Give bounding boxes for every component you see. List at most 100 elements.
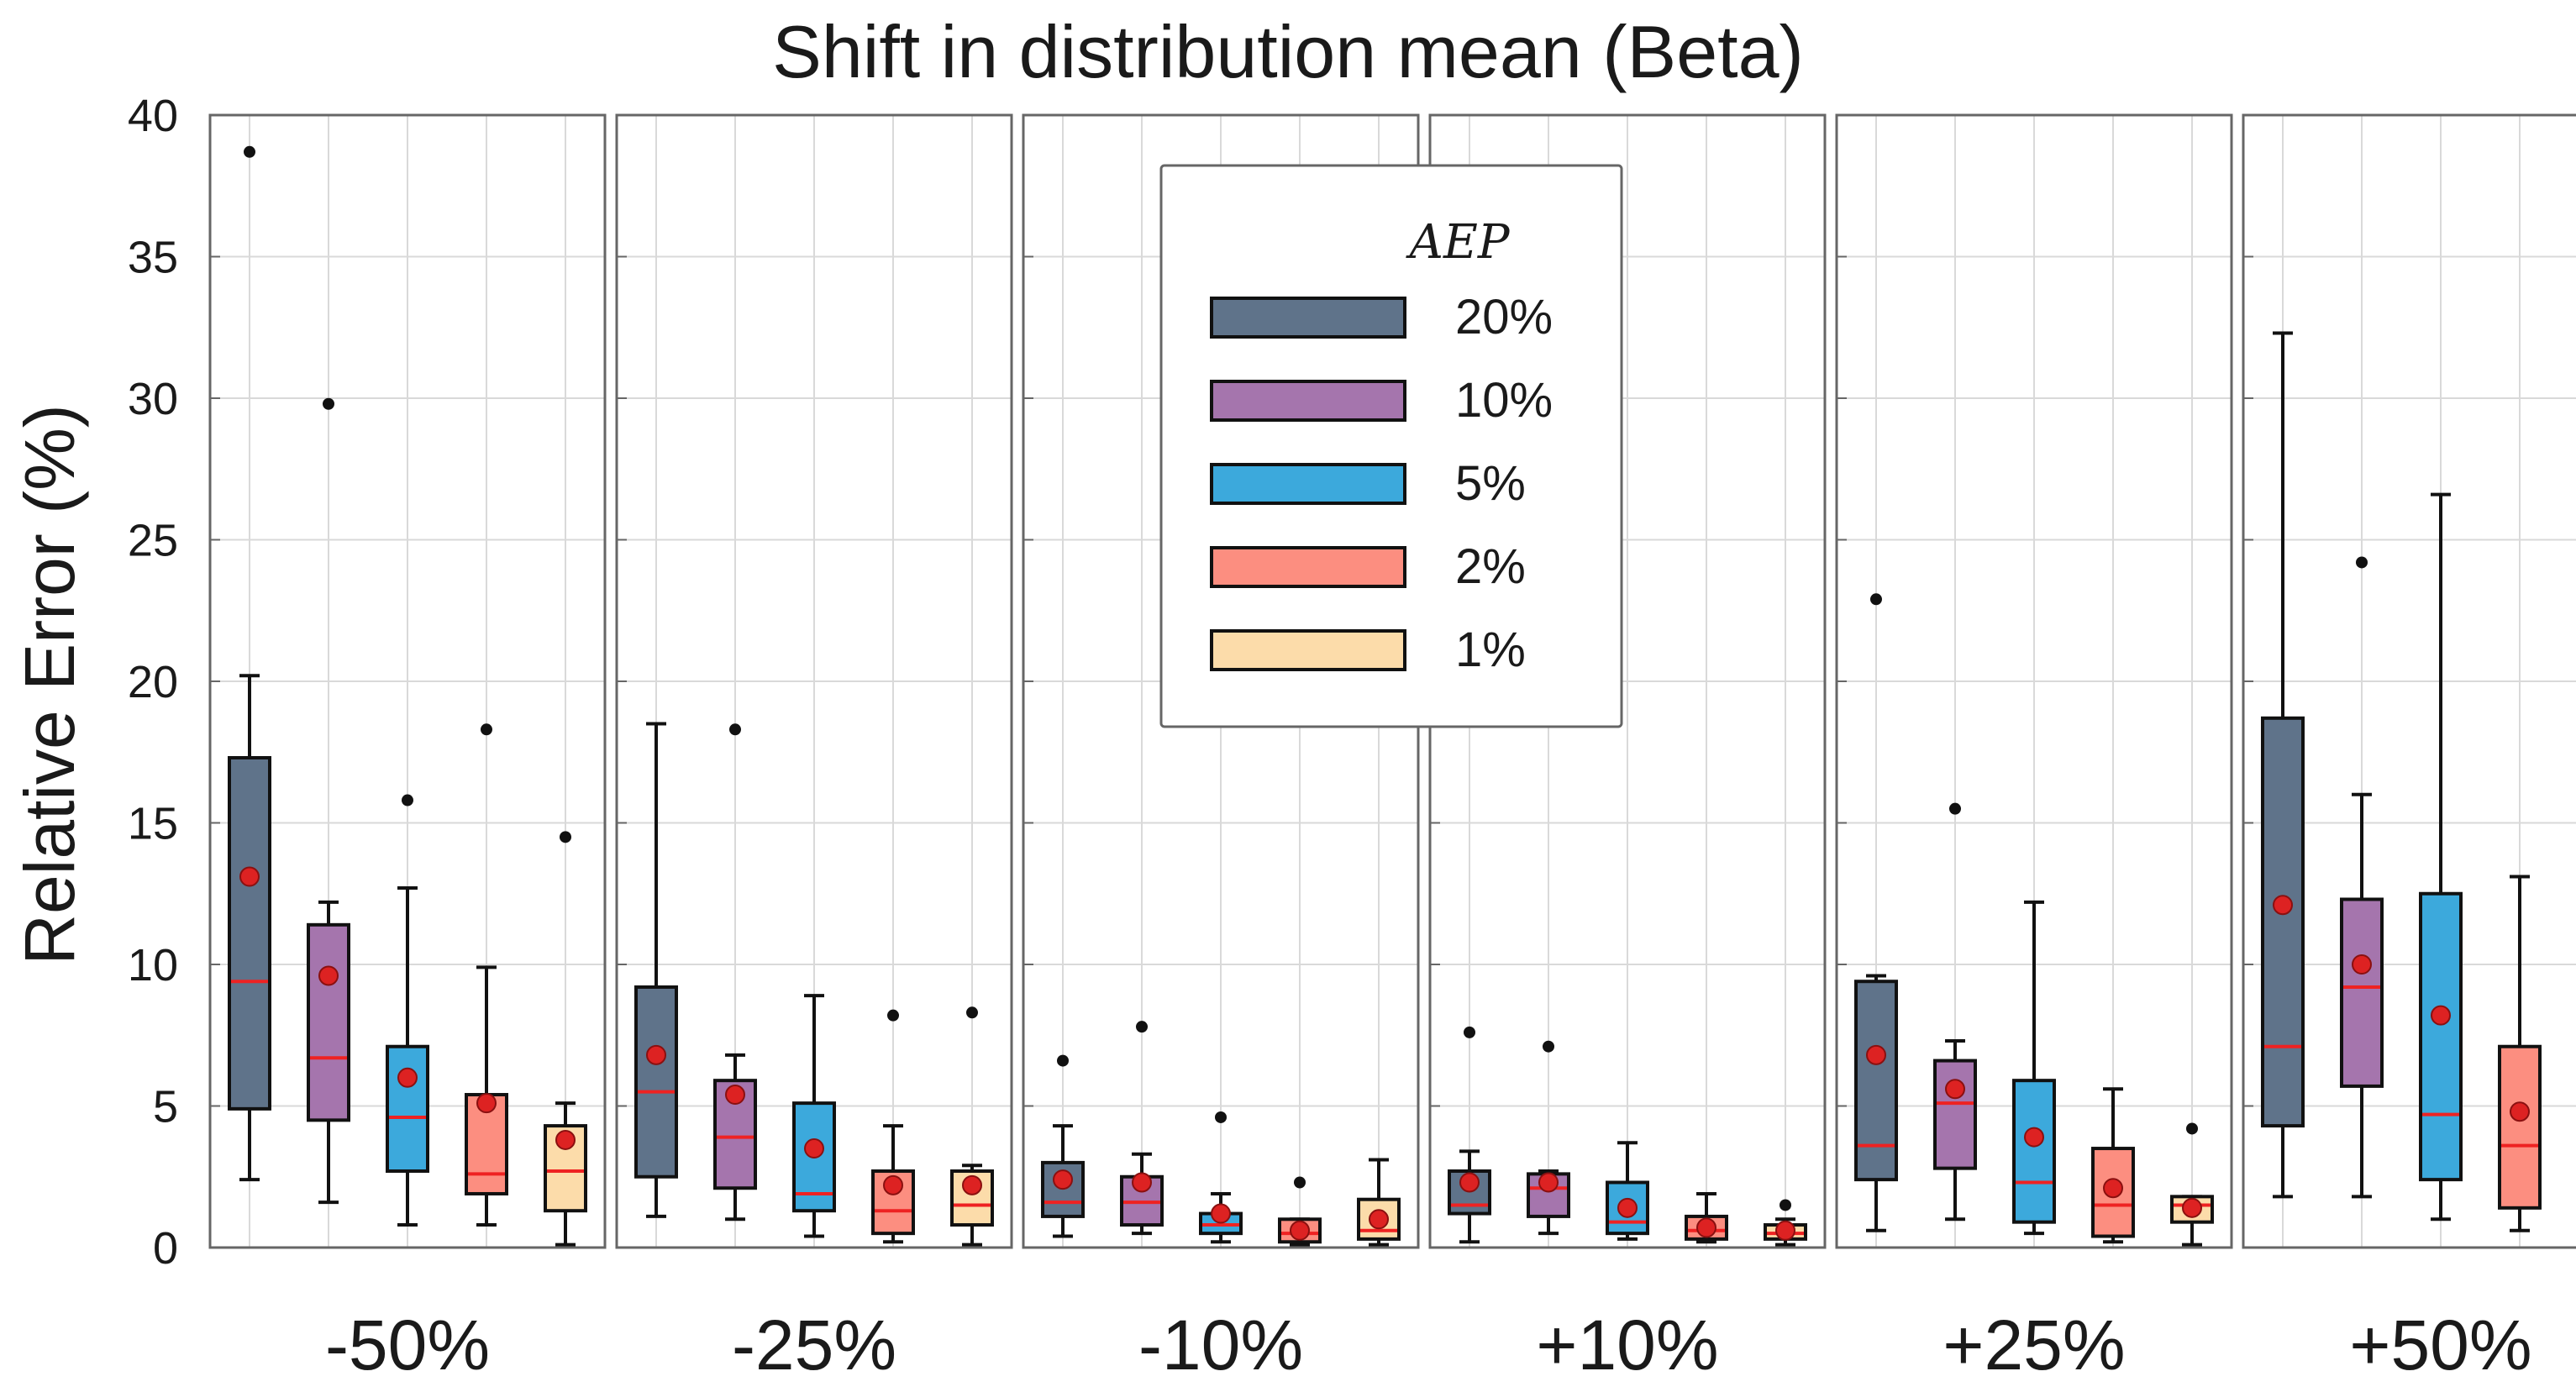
legend: AEP 20% 10% 5% 2% 1% — [1159, 164, 1623, 728]
mean-marker — [2273, 895, 2293, 916]
y-tick-label: 0 — [153, 1223, 178, 1274]
mean-marker — [883, 1174, 903, 1195]
mean-marker — [2431, 1005, 2451, 1026]
mean-marker — [1866, 1044, 1886, 1065]
outlier-point — [1543, 1040, 1554, 1053]
outlier-point — [1780, 1199, 1791, 1211]
mean-marker — [1617, 1197, 1638, 1218]
box-2pct — [2091, 1087, 2135, 1244]
box-5pct — [1199, 1111, 1243, 1244]
box-body — [2261, 716, 2305, 1128]
box-5pct — [2012, 900, 2056, 1236]
box-10pct — [713, 723, 757, 1222]
mean-marker — [2352, 954, 2372, 975]
box-2pct — [1685, 1191, 1728, 1244]
mean-marker — [725, 1085, 745, 1106]
outlier-point — [2356, 556, 2368, 569]
mean-marker — [962, 1174, 982, 1195]
outlier-point — [481, 723, 492, 736]
mean-marker — [555, 1129, 576, 1150]
mean-marker — [2103, 1178, 2123, 1199]
y-tick-label: 5 — [153, 1082, 178, 1132]
panel-label: +10% — [1536, 1306, 1718, 1384]
box-2pct — [871, 1009, 915, 1244]
outlier-point — [1294, 1176, 1306, 1189]
box-body — [2012, 1079, 2056, 1224]
panel-frame — [2242, 113, 2576, 1249]
outlier-point — [887, 1009, 899, 1022]
legend-title: AEP — [1406, 215, 1511, 270]
y-tick-label: 20 — [128, 657, 178, 707]
mean-marker — [1290, 1220, 1310, 1241]
mean-marker — [1132, 1172, 1152, 1193]
mean-marker — [1369, 1209, 1389, 1230]
box-1pct — [1357, 1158, 1401, 1247]
panel-label: +25% — [1943, 1306, 2125, 1384]
panel: +50% — [2242, 113, 2576, 1384]
mean-marker — [2182, 1197, 2202, 1218]
box-2pct — [2498, 875, 2542, 1232]
legend-label: 10% — [1455, 373, 1553, 428]
y-tick-label: 10 — [128, 940, 178, 990]
box-5pct — [1606, 1141, 1649, 1241]
mean-marker — [1775, 1220, 1795, 1241]
outlier-point — [1870, 593, 1882, 606]
box-1pct — [2170, 1122, 2214, 1247]
box-10pct — [2340, 556, 2384, 1199]
box-20pct — [1041, 1054, 1085, 1238]
box-2pct — [1278, 1176, 1322, 1247]
box-1pct — [1764, 1199, 1807, 1247]
outlier-point — [966, 1006, 978, 1019]
box-20pct — [2261, 331, 2305, 1199]
box-body — [2498, 1044, 2542, 1210]
y-tick-label: 40 — [128, 91, 178, 141]
mean-marker — [1696, 1217, 1716, 1238]
box-10pct — [307, 397, 350, 1205]
panel: -50% — [208, 113, 607, 1384]
mean-marker — [2024, 1127, 2044, 1148]
box-5pct — [792, 994, 836, 1238]
panel-frame — [208, 113, 607, 1249]
y-axis-ticks: 0 5 10 15 20 25 30 35 40 — [128, 91, 178, 1274]
legend-label: 5% — [1455, 456, 1526, 511]
panel-label: -10% — [1138, 1306, 1303, 1384]
box-body — [2340, 897, 2384, 1088]
mean-marker — [476, 1093, 497, 1114]
box-1pct — [544, 831, 587, 1247]
box-20pct — [1854, 593, 1898, 1232]
box-10pct — [1120, 1021, 1164, 1236]
y-axis-label: Relative Error (%) — [10, 404, 89, 964]
box-body — [634, 985, 678, 1179]
legend-swatch — [1210, 546, 1406, 588]
panel-label: -25% — [732, 1306, 896, 1384]
outlier-point — [2186, 1122, 2198, 1135]
mean-marker — [1459, 1172, 1480, 1193]
box-body — [871, 1169, 915, 1236]
outlier-point — [1949, 802, 1961, 815]
mean-marker — [1945, 1079, 1965, 1100]
outlier-point — [560, 831, 571, 843]
outlier-point — [1464, 1026, 1475, 1038]
mean-marker — [397, 1067, 418, 1088]
legend-swatch — [1210, 380, 1406, 422]
legend-swatch — [1210, 629, 1406, 671]
panel-label: +50% — [2349, 1306, 2531, 1384]
mean-marker — [646, 1044, 666, 1065]
y-tick-label: 30 — [128, 374, 178, 424]
box-body — [307, 922, 350, 1122]
box-5pct — [2419, 492, 2463, 1222]
outlier-point — [729, 723, 741, 736]
box-10pct — [1527, 1040, 1570, 1236]
outlier-point — [323, 397, 334, 410]
box-5pct — [386, 794, 429, 1227]
outlier-point — [244, 145, 255, 158]
mean-marker — [1538, 1172, 1559, 1193]
panel: +25% — [1835, 113, 2233, 1384]
box-2pct — [465, 723, 508, 1227]
mean-marker — [1211, 1203, 1231, 1224]
panel: -25% — [615, 113, 1013, 1384]
box-body — [1854, 980, 1898, 1182]
mean-marker — [239, 866, 260, 887]
outlier-point — [1057, 1054, 1069, 1067]
